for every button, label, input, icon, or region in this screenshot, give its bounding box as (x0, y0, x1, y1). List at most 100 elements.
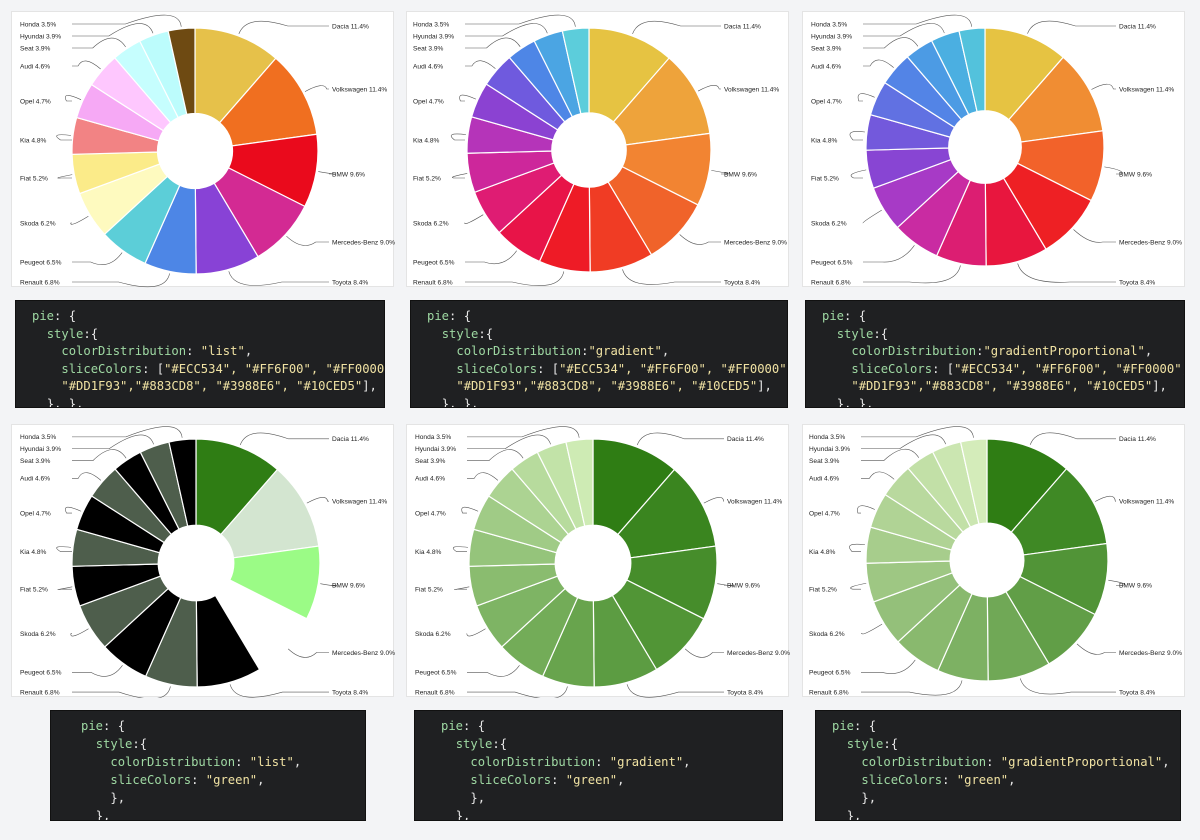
pie-slice-honda[interactable] (561, 27, 590, 115)
label-leader-line (717, 583, 734, 587)
label-leader-line (850, 582, 867, 590)
code-punct: : (986, 755, 1001, 769)
pie-label-honda: Honda 3.5% (809, 434, 845, 441)
code-line: "#DD1F93","#883CD8", "#3988E6", "#10CED5… (32, 378, 384, 396)
code-punct: ], (1152, 379, 1167, 394)
label-leader-line (863, 265, 961, 284)
code-line: }, (81, 789, 365, 807)
code-key: colorDistribution (851, 344, 977, 359)
label-leader-line (465, 14, 576, 27)
label-leader-line (1108, 579, 1126, 586)
pie-slices (865, 27, 1105, 267)
pie-label-renault: Renault 6.8% (20, 689, 60, 696)
pie-label-kia: Kia 4.8% (20, 137, 47, 144)
chart-panel-list: Dacia 11.4% Volkswagen 11.4% BMW 9.6% Merce… (11, 11, 395, 288)
code-punct: }, (846, 809, 862, 821)
pie-label-audi: Audi 4.6% (413, 63, 443, 70)
code-block-green-gradient: pie: { style:{ colorDistribution: "gradi… (414, 710, 783, 821)
pie-label-volkswagen: Volkswagen 11.4% (332, 498, 387, 505)
label-leader-line (450, 133, 466, 141)
pie-label-toyota: Toyota 8.4% (332, 689, 368, 696)
code-block-gradient: pie: { style:{ colorDistribution:"gradie… (410, 300, 788, 408)
pie-label-mercedes-benz: Mercedes-Benz 9.0% (727, 650, 790, 657)
code-punct: : { (844, 309, 867, 323)
pie-label-bmw: BMW 9.6% (724, 171, 757, 178)
label-leader-line (465, 250, 517, 265)
chart-panel-green-gradient: Dacia 11.4% Volkswagen 11.4% BMW 9.6% Merce… (406, 424, 790, 698)
code-punct: : [ (932, 361, 955, 376)
code-key: pie (427, 309, 450, 323)
label-leader-line (306, 497, 329, 504)
pie-label-kia: Kia 4.8% (809, 549, 836, 556)
pie-slices (71, 438, 321, 688)
label-leader-line (459, 94, 477, 102)
label-leader-line (1017, 263, 1116, 283)
label-leader-line (862, 209, 882, 224)
pie-slice-honda[interactable] (167, 27, 196, 116)
code-punct: }, }, (441, 396, 479, 408)
code-punct: :{ (883, 737, 899, 751)
label-leader-line (467, 426, 580, 438)
pie-label-skoda: Skoda 6.2% (20, 220, 56, 227)
code-string: "#DD1F93","#883CD8", "#3988E6", "#10CED5… (456, 379, 758, 394)
pie-label-seat: Seat 3.9% (413, 45, 444, 52)
label-leader-line (467, 472, 499, 481)
pie-slice-honda[interactable] (958, 27, 986, 113)
pie-label-bmw: BMW 9.6% (727, 583, 760, 590)
pie-label-kia: Kia 4.8% (415, 549, 442, 556)
pie-slice-honda[interactable] (959, 438, 988, 525)
pie-label-bmw: BMW 9.6% (332, 583, 365, 590)
pie-slice-honda[interactable] (168, 438, 197, 527)
label-leader-line (286, 235, 329, 246)
code-line: colorDistribution: "list", (81, 753, 365, 771)
code-punct: }, (470, 791, 486, 805)
code-key: pie (822, 309, 845, 323)
pie-label-honda: Honda 3.5% (20, 21, 56, 28)
pie-label-opel: Opel 4.7% (415, 510, 446, 517)
pie-label-audi: Audi 4.6% (811, 63, 841, 70)
pie-label-toyota: Toyota 8.4% (1119, 689, 1155, 696)
code-block-gradient-proportional: pie: { style:{ colorDistribution:"gradie… (805, 300, 1185, 408)
code-line: sliceColors: "green", (441, 771, 782, 789)
label-leader-line (863, 59, 894, 68)
label-leader-line (863, 245, 915, 263)
label-leader-line (461, 506, 479, 514)
label-leader-line (467, 686, 568, 698)
pie-label-skoda: Skoda 6.2% (415, 631, 451, 638)
label-leader-line (1029, 432, 1116, 445)
label-leader-line (72, 426, 183, 438)
code-punct: }, }, (46, 396, 84, 408)
pie-label-opel: Opel 4.7% (811, 98, 842, 105)
pie-label-peugeot: Peugeot 6.5% (415, 670, 457, 677)
label-leader-line (863, 37, 919, 49)
code-key: colorDistribution (456, 344, 582, 359)
label-leader-line (679, 234, 721, 245)
label-leader-line (1095, 495, 1116, 502)
pie-label-peugeot: Peugeot 6.5% (811, 259, 853, 266)
pie-slices (71, 27, 319, 275)
code-line: }, }, (822, 396, 1184, 407)
label-leader-line (72, 273, 170, 288)
pie-labels: Dacia 11.4% Volkswagen 11.4% BMW 9.6% Merce… (809, 426, 1182, 696)
pie-label-skoda: Skoda 6.2% (20, 631, 56, 638)
pie-label-mercedes-benz: Mercedes-Benz 9.0% (332, 239, 395, 246)
label-leader-line (1104, 166, 1123, 175)
label-leader-line (452, 173, 468, 179)
label-leader-line (318, 171, 336, 175)
label-leader-line (857, 93, 875, 102)
pie-slice-honda[interactable] (565, 438, 594, 527)
code-string: "gradient" (609, 755, 684, 769)
label-leader-line (70, 628, 89, 637)
code-key: pie (832, 719, 855, 733)
pie-label-dacia: Dacia 11.4% (332, 436, 369, 443)
code-string: "#ECC534", "#FF6F00", "#FF0000", (164, 361, 385, 376)
label-leader-line (72, 23, 154, 37)
code-punct: , (683, 755, 691, 769)
pie-chart-green-gradient-proportional: Dacia 11.4% Volkswagen 11.4% BMW 9.6% Merce… (809, 426, 1182, 696)
code-line: }, (441, 807, 782, 820)
code-string: "green" (205, 773, 258, 787)
label-leader-line (229, 684, 329, 698)
pie-label-renault: Renault 6.8% (413, 279, 453, 286)
pie-label-seat: Seat 3.9% (20, 45, 51, 52)
pie-chart-gradient: Dacia 11.4% Volkswagen 11.4% BMW 9.6% Merce… (413, 14, 787, 286)
